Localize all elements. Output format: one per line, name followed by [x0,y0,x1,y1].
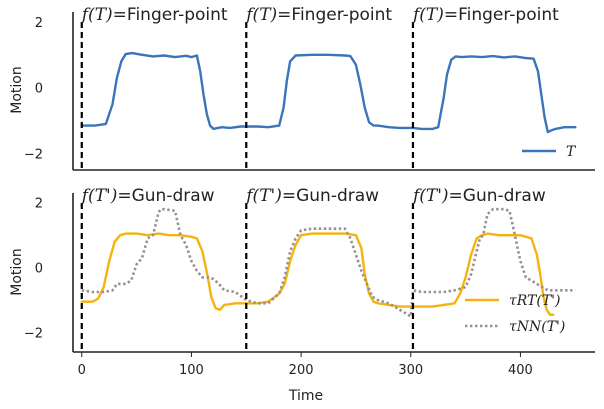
bottom-legend-label: τRT(T') [509,293,561,309]
bottom-legend: τRT(T') τNN(T') [465,293,565,335]
x-tick-label: 400 [508,363,533,378]
top-y-tick-label: 2 [35,16,43,31]
top-y-tick-label: 0 [35,82,43,97]
bottom-series-line-1 [81,207,576,318]
bottom-y-tick-label: 0 [35,262,43,277]
top-series-line-0 [80,51,577,134]
top-segment-title: f(T)=Finger-point [80,5,228,25]
x-axis-label: Time [288,388,323,404]
x-tick-label: 0 [78,363,86,378]
top-segment-titles: f(T)=Finger-point f(T)=Finger-point f(T)=F… [80,5,559,25]
top-panel: Motion −202 f(T)=Finger-point f(T)=Finger… [9,5,595,171]
x-tick-label: 200 [289,363,314,378]
top-y-tick-label: −2 [24,148,43,163]
bottom-plot-area [72,193,595,353]
x-tick-label: 100 [179,363,204,378]
top-y-axis-label: Motion [9,66,25,113]
bottom-series-line-0 [80,232,555,316]
bottom-y-tick-label: 2 [35,197,43,212]
bottom-segment-titles: f(T')=Gun-draw f(T')=Gun-draw f(T')=Gun-dr… [80,186,546,206]
bottom-panel: Motion Time −2 0 2 0 100 200 300 400 f(T')=Gun… [9,186,595,404]
bottom-legend-label: τNN(T') [509,319,565,335]
top-legend-label: T [566,144,577,160]
x-tick-label: 300 [398,363,423,378]
bottom-y-axis-label: Motion [9,248,25,295]
top-y-ticks: −2 0 2 [24,16,43,163]
top-segment-title: f(T)=Finger-point [411,5,559,25]
bottom-segment-title: f(T')=Gun-draw [244,186,379,206]
bottom-segment-title: f(T')=Gun-draw [411,186,546,206]
bottom-segment-title: f(T')=Gun-draw [80,186,215,206]
bottom-y-tick-label: −2 [24,327,43,342]
top-legend: T [522,144,577,160]
top-segment-title: f(T)=Finger-point [244,5,392,25]
bottom-y-ticks: −2 0 2 [24,197,43,342]
bottom-x-ticks: 0 100 200 300 400 [78,352,533,378]
top-plot-area [72,12,595,171]
